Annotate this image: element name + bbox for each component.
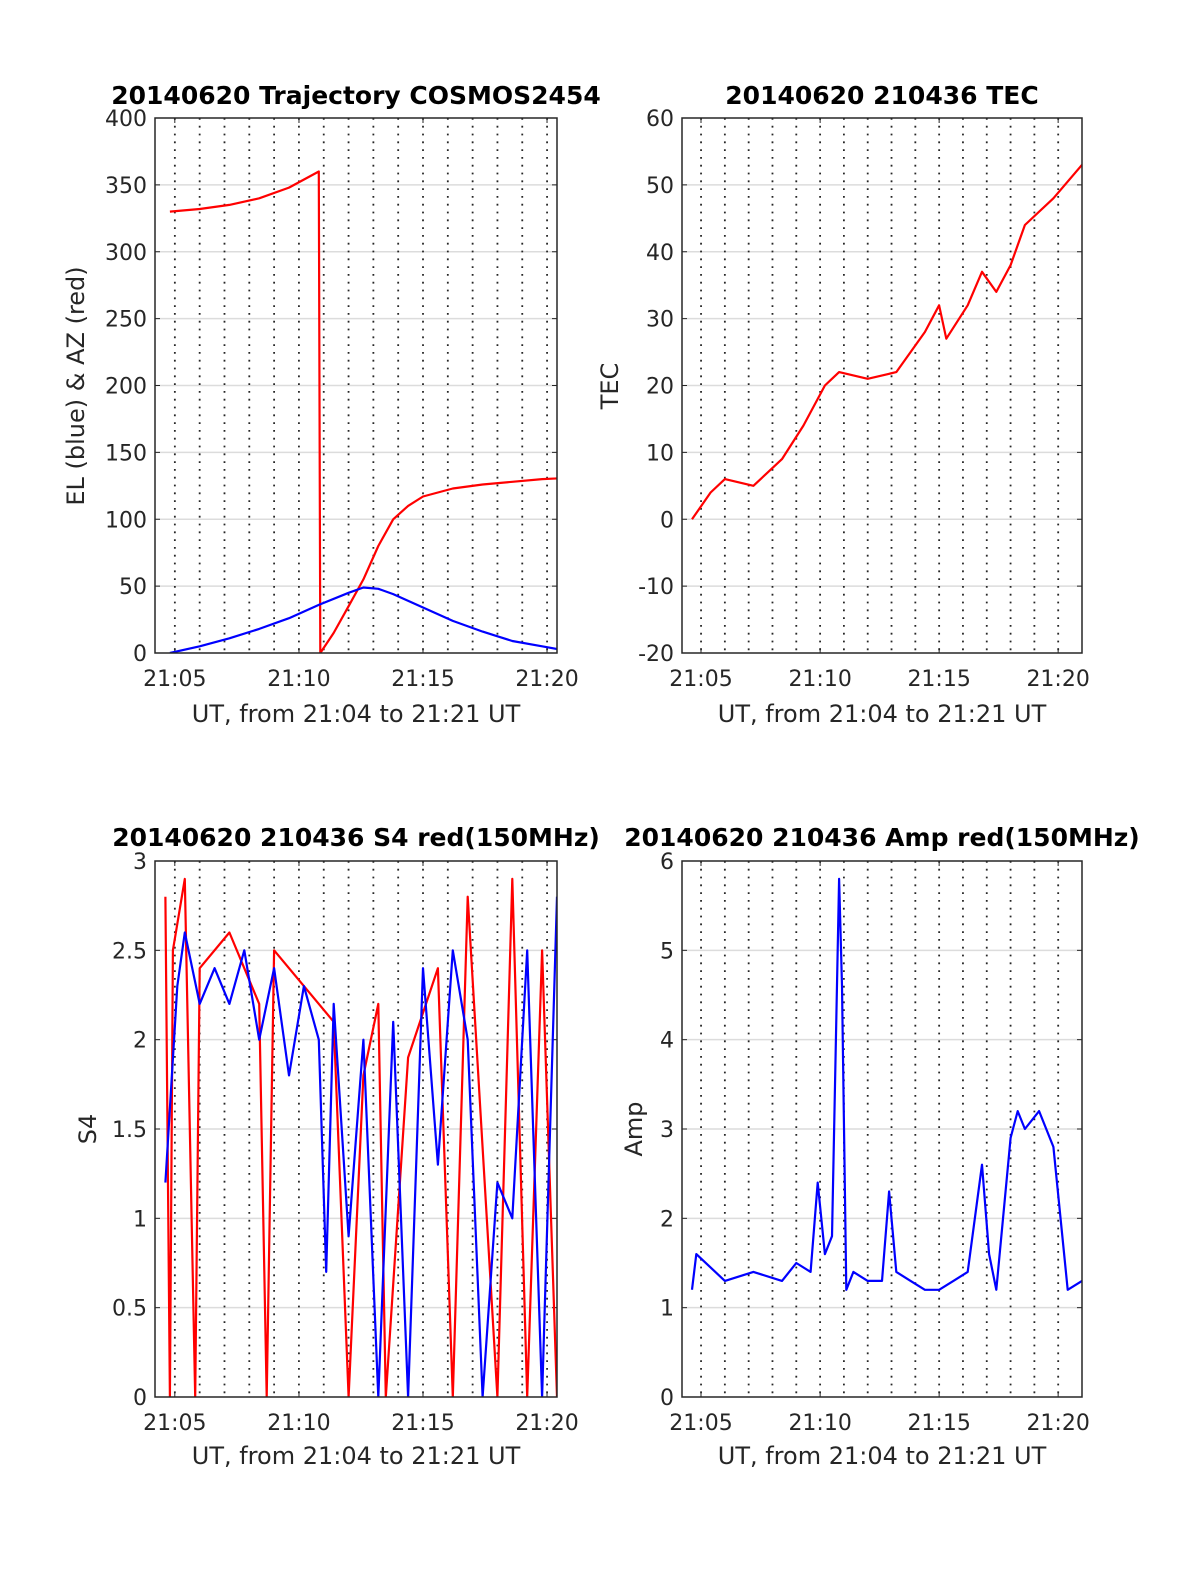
y-tick-label: 3	[660, 1118, 674, 1143]
axes-frame	[681, 117, 1083, 654]
x-tick-label: 21:10	[267, 1411, 330, 1436]
y-tick-label: 350	[105, 174, 147, 199]
y-tick-label: 4	[660, 1029, 674, 1054]
y-tick-label: 10	[646, 441, 674, 466]
y-tick-label: 0	[660, 508, 674, 533]
x-tick-label: 21:05	[669, 1411, 732, 1436]
y-tick-label: 60	[646, 107, 674, 132]
y-tick-label: -10	[638, 575, 674, 600]
ylabel-amp: Amp	[620, 1101, 648, 1156]
panel-tec: -20 -10 0 10 20 30 40 50 60 21:05 21:10 21:15 21:20 2…	[596, 81, 1090, 728]
series-line-1	[169, 170, 557, 653]
axes-frame	[681, 860, 1083, 1398]
axes-frame	[154, 860, 558, 1398]
x-tick-label: 21:10	[788, 1411, 851, 1436]
series-line-2	[169, 586, 557, 653]
y-tick-label: 0	[133, 1386, 147, 1411]
y-tick-label: 3	[133, 850, 147, 875]
xlabel-trajectory: UT, from 21:04 to 21:21 UT	[192, 700, 521, 728]
y-tick-label: 0.5	[112, 1297, 147, 1322]
panel-trajectory: 0 50 100 150 200 250 300 350 400 21:05 21:10 21:15 2…	[62, 81, 601, 728]
y-tick-label: 250	[105, 308, 147, 333]
y-tick-label: 50	[119, 575, 147, 600]
y-tick-label: 2	[660, 1207, 674, 1232]
y-tick-label: 1	[660, 1297, 674, 1322]
y-tick-label: 2.5	[112, 939, 147, 964]
x-tick-label: 21:20	[1026, 1411, 1089, 1436]
y-tick-label: 40	[646, 241, 674, 266]
y-tick-label: 100	[105, 508, 147, 533]
y-tick-label: 1	[133, 1207, 147, 1232]
y-tick-label: 400	[105, 107, 147, 132]
xlabel-tec: UT, from 21:04 to 21:21 UT	[718, 700, 1047, 728]
y-tick-label: 1.5	[112, 1118, 147, 1143]
ylabel-s4: S4	[74, 1114, 102, 1145]
axes-frame	[154, 117, 558, 654]
x-tick-label: 21:20	[515, 667, 578, 692]
x-tick-label: 21:15	[907, 667, 970, 692]
x-tick-label: 21:15	[391, 1411, 454, 1436]
x-tick-label: 21:05	[143, 1411, 206, 1436]
xlabel-amp: UT, from 21:04 to 21:21 UT	[718, 1442, 1047, 1470]
y-tick-label: 150	[105, 441, 147, 466]
xlabel-s4: UT, from 21:04 to 21:21 UT	[192, 1442, 521, 1470]
title-trajectory: 20140620 Trajectory COSMOS2454	[111, 81, 601, 110]
x-tick-label: 21:05	[669, 667, 732, 692]
y-tick-label: 6	[660, 850, 674, 875]
x-tick-label: 21:15	[907, 1411, 970, 1436]
y-tick-label: 0	[133, 642, 147, 667]
series-line-1	[690, 877, 1082, 1291]
x-tick-label: 21:10	[267, 667, 330, 692]
y-tick-label: 30	[646, 308, 674, 333]
x-tick-label: 21:20	[515, 1411, 578, 1436]
x-tick-label: 21:05	[143, 667, 206, 692]
y-tick-label: 0	[660, 1386, 674, 1411]
x-tick-label: 21:10	[788, 667, 851, 692]
panel-s4: 0 0.5 1 1.5 2 2.5 3 21:05 21:10 21:15 21:20 2014062…	[74, 823, 600, 1470]
y-tick-label: -20	[638, 642, 674, 667]
y-tick-label: 50	[646, 174, 674, 199]
title-amp: 20140620 210436 Amp red(150MHz)	[624, 823, 1140, 852]
title-tec: 20140620 210436 TEC	[725, 81, 1038, 110]
y-tick-label: 2	[133, 1029, 147, 1054]
y-tick-label: 300	[105, 241, 147, 266]
x-tick-label: 21:20	[1026, 667, 1089, 692]
title-s4: 20140620 210436 S4 red(150MHz)	[112, 823, 600, 852]
y-tick-label: 200	[105, 375, 147, 400]
y-tick-label: 20	[646, 375, 674, 400]
x-tick-label: 21:15	[391, 667, 454, 692]
panel-amp: 0 1 2 3 4 5 6 21:05 21:10 21:15 21:20 20140620 2104…	[620, 823, 1140, 1470]
series-line-1	[691, 164, 1082, 520]
y-tick-label: 5	[660, 939, 674, 964]
ylabel-trajectory: EL (blue) & AZ (red)	[62, 266, 90, 505]
series-line-2	[164, 896, 557, 1397]
ylabel-tec: TEC	[596, 363, 624, 411]
